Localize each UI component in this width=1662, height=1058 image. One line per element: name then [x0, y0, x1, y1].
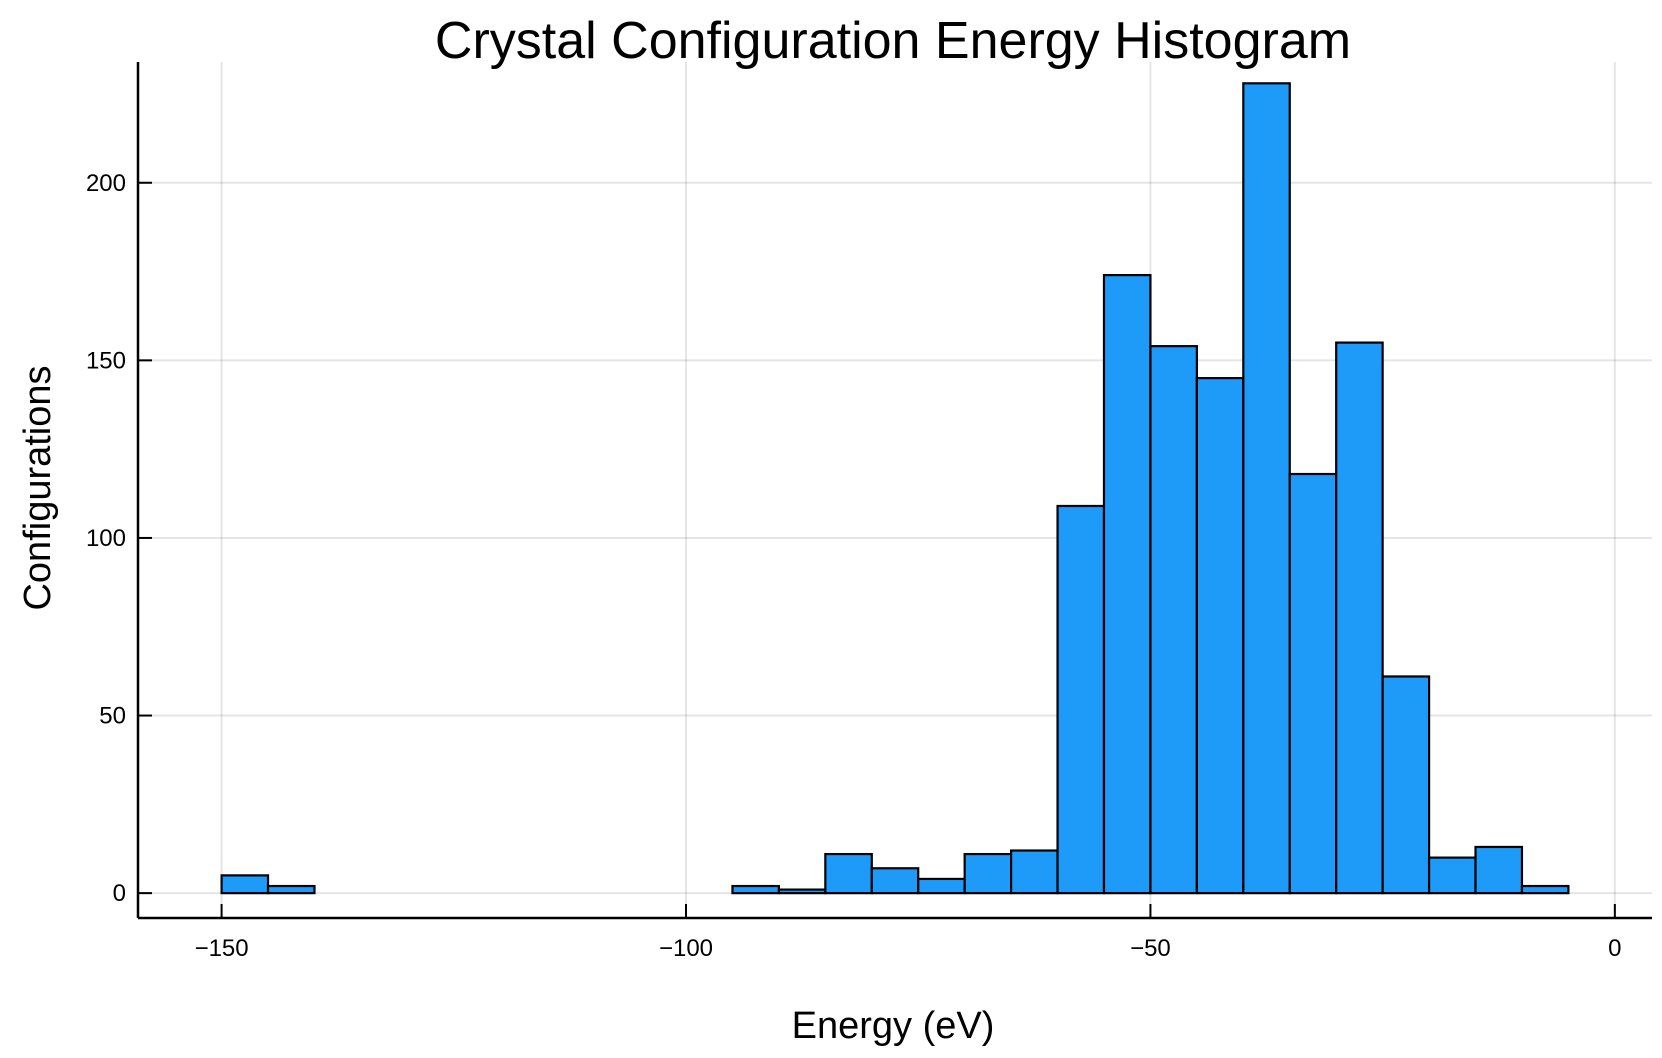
y-tick-label: 100	[86, 525, 126, 552]
histogram-bar	[1288, 472, 1338, 895]
histogram-bar	[870, 867, 920, 895]
ticks-layer: −150 −100 −50 0 0 50 100 150 200	[86, 170, 1622, 962]
histogram-bar	[1242, 82, 1291, 895]
histogram-bar	[1335, 341, 1384, 895]
x-tick-label: −50	[1130, 935, 1171, 962]
histogram-bar	[1474, 845, 1524, 895]
histogram-bar	[1149, 345, 1198, 895]
chart-title: Crystal Configuration Energy Histogram	[435, 12, 1351, 70]
histogram-bar	[731, 884, 780, 895]
histogram-bar	[1010, 849, 1059, 895]
y-tick-label: 200	[86, 170, 126, 197]
x-tick-label: −150	[195, 935, 249, 962]
histogram-bar	[1520, 884, 1570, 895]
y-tick-label: 50	[99, 703, 126, 730]
histogram-bar	[220, 874, 270, 895]
histogram-bar	[1195, 377, 1245, 895]
histogram-bar	[963, 852, 1013, 895]
bars-layer	[220, 82, 1570, 895]
x-tick-label: −100	[659, 935, 713, 962]
x-axis-title: Energy (eV)	[792, 1005, 995, 1047]
y-axis-title: Configurations	[17, 365, 59, 610]
histogram-bar	[1102, 274, 1152, 895]
histogram-bar	[1056, 504, 1106, 895]
x-tick-label: 0	[1608, 935, 1621, 962]
histogram-bar	[1381, 675, 1431, 895]
y-tick-label: 150	[86, 347, 126, 374]
axes-layer	[136, 62, 1652, 920]
histogram-bar	[917, 877, 966, 895]
y-tick-label: 0	[113, 880, 126, 907]
histogram-bar	[266, 884, 316, 895]
histogram-bar	[824, 852, 873, 895]
histogram-bar	[1427, 856, 1477, 895]
histogram-bar	[777, 888, 827, 895]
